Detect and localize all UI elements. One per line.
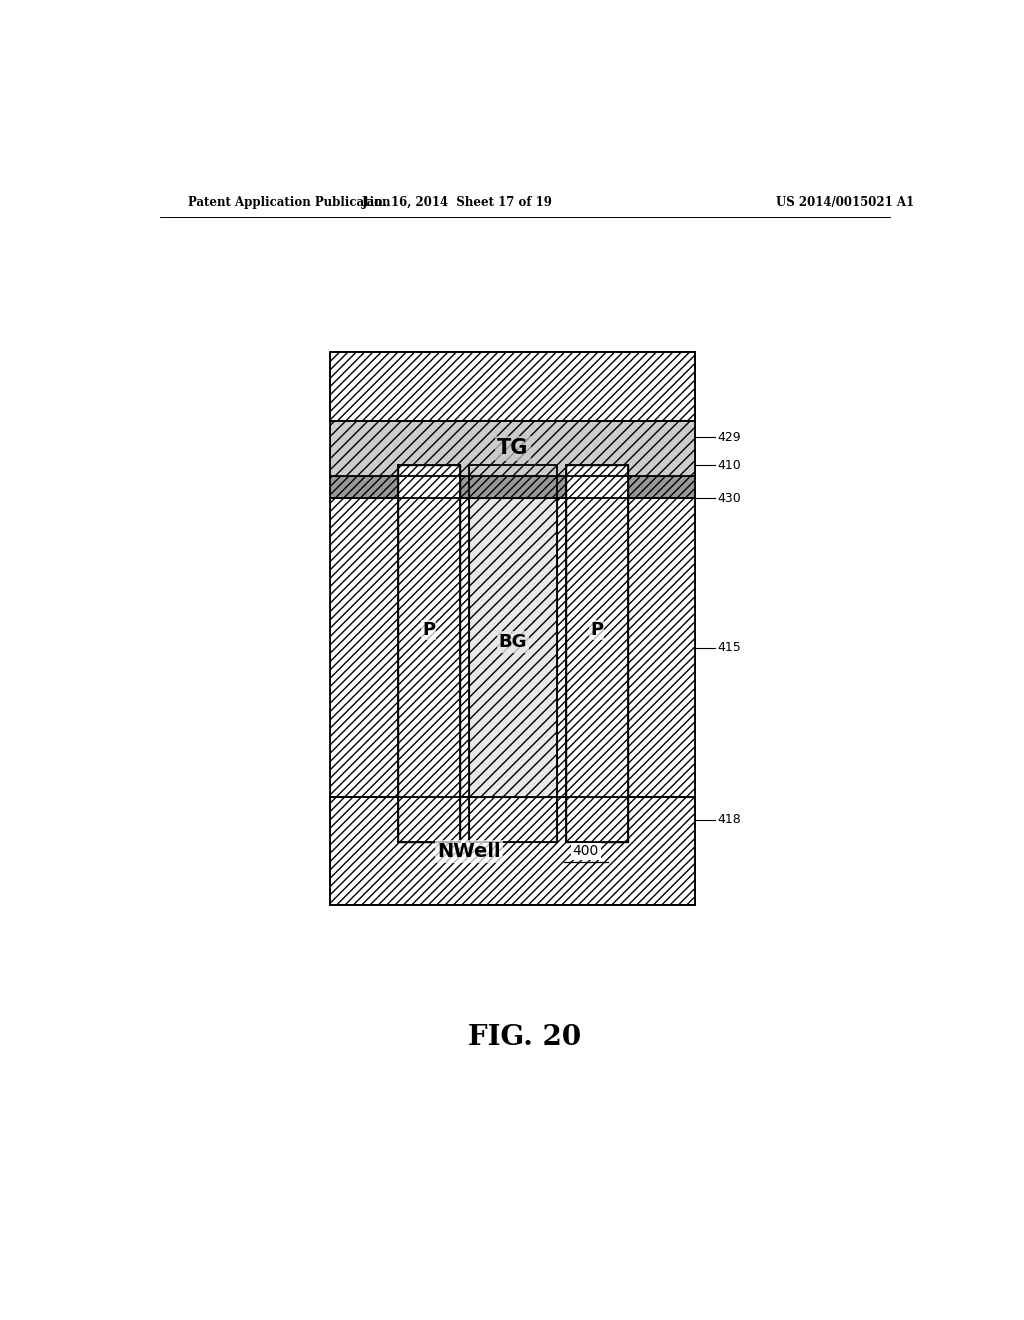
- Text: 400: 400: [572, 845, 599, 858]
- Bar: [469, 499, 557, 797]
- Text: NWell: NWell: [437, 842, 501, 861]
- Text: FIG. 20: FIG. 20: [468, 1024, 582, 1051]
- Bar: [331, 477, 695, 499]
- Text: 418: 418: [718, 813, 741, 826]
- Bar: [469, 797, 557, 842]
- Text: TG: TG: [498, 438, 528, 458]
- Text: 430: 430: [718, 492, 741, 504]
- Bar: [398, 465, 460, 842]
- Bar: [331, 351, 695, 906]
- Text: P: P: [422, 620, 435, 639]
- Text: BG: BG: [499, 632, 527, 651]
- Bar: [331, 797, 695, 906]
- Text: P: P: [590, 620, 603, 639]
- Bar: [331, 421, 695, 499]
- Text: Jan. 16, 2014  Sheet 17 of 19: Jan. 16, 2014 Sheet 17 of 19: [361, 195, 553, 209]
- Bar: [331, 499, 695, 797]
- Text: US 2014/0015021 A1: US 2014/0015021 A1: [775, 195, 913, 209]
- Bar: [566, 465, 628, 842]
- Text: 429: 429: [718, 430, 741, 444]
- Text: 410: 410: [718, 458, 741, 471]
- Text: Patent Application Publication: Patent Application Publication: [187, 195, 390, 209]
- Bar: [331, 351, 695, 421]
- Text: 415: 415: [718, 642, 741, 655]
